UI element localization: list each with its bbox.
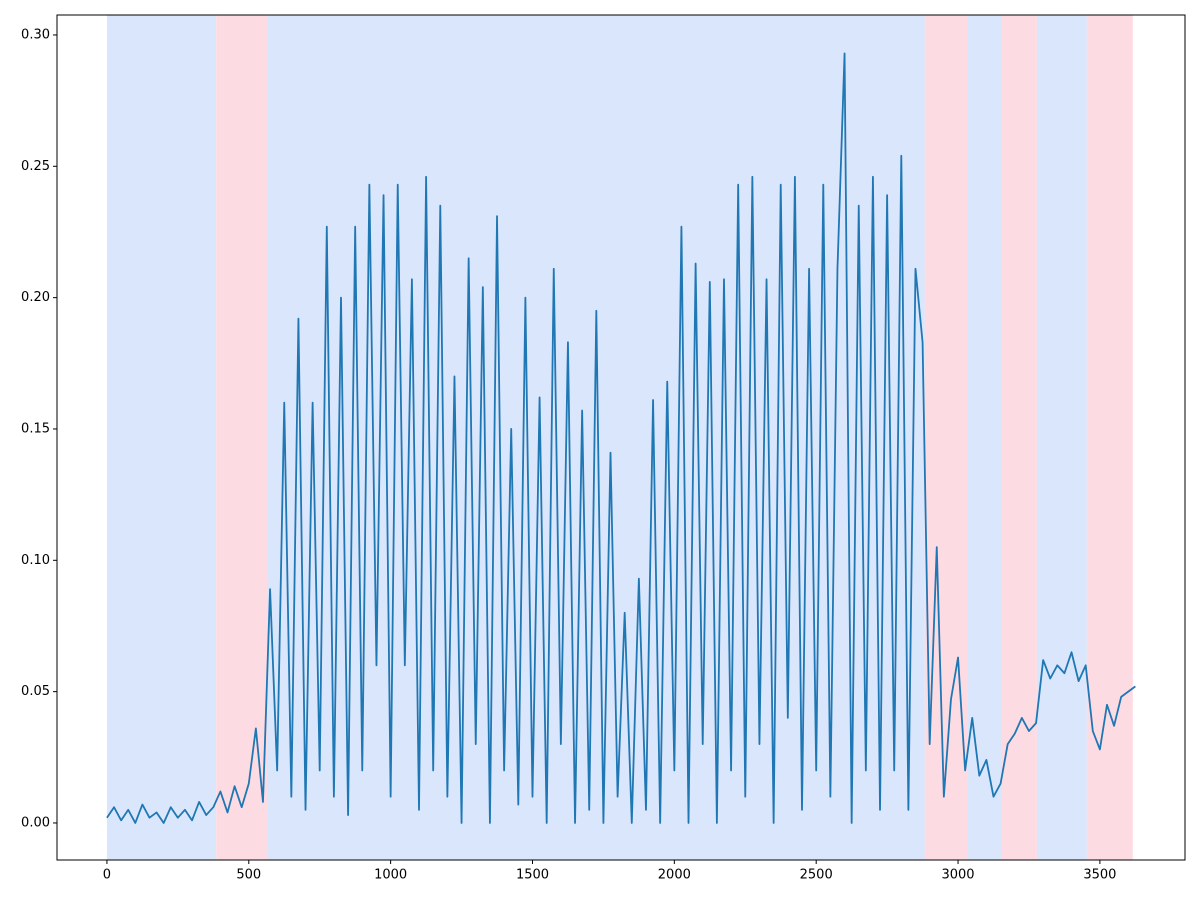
x-tick-label: 1500 xyxy=(516,868,549,883)
x-tick-label: 500 xyxy=(236,868,261,883)
x-tick-label: 3500 xyxy=(1083,868,1116,883)
y-tick-label: 0.30 xyxy=(21,27,50,42)
y-tick-label: 0.15 xyxy=(21,421,50,436)
y-tick-label: 0.00 xyxy=(21,815,50,830)
y-tick-label: 0.25 xyxy=(21,159,50,174)
shaded-span xyxy=(216,15,267,860)
data-line xyxy=(106,52,1136,824)
shaded-span xyxy=(924,15,968,860)
x-tick-label: 3000 xyxy=(941,868,974,883)
shaded-span xyxy=(106,15,217,860)
shaded-span xyxy=(1036,15,1087,860)
shaded-span xyxy=(1002,15,1037,860)
x-tick-label: 2500 xyxy=(800,868,833,883)
shaded-span xyxy=(1086,15,1133,860)
plot-frame xyxy=(56,14,1186,861)
x-tick-label: 1000 xyxy=(374,868,407,883)
x-tick-label: 2000 xyxy=(658,868,691,883)
x-tick-label: 0 xyxy=(103,868,111,883)
y-tick-label: 0.05 xyxy=(21,684,50,699)
y-tick-label: 0.10 xyxy=(21,553,50,568)
y-tick-label: 0.20 xyxy=(21,290,50,305)
shaded-span xyxy=(967,15,1003,860)
